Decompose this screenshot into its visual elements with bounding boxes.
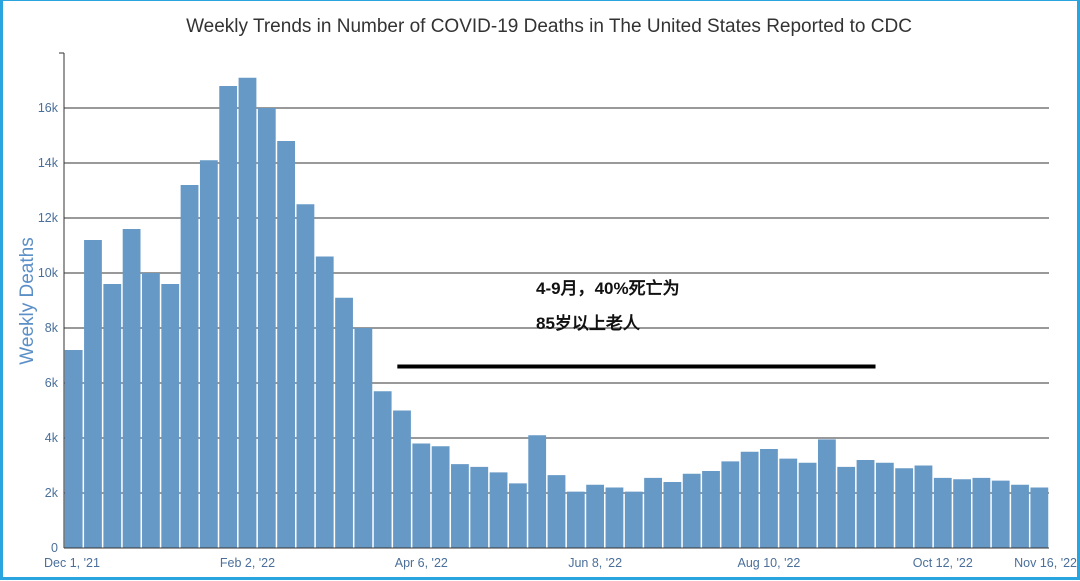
bar (895, 468, 914, 548)
x-tick-label: Dec 1, '21 (44, 556, 100, 570)
bar (219, 86, 238, 548)
bar (817, 439, 836, 548)
bar (122, 229, 141, 548)
y-tick-label: 8k (45, 321, 59, 335)
y-tick-label: 4k (45, 431, 59, 445)
bar (624, 491, 643, 548)
bar (605, 487, 624, 548)
annotation-line-2: 85岁以上老人 (536, 313, 641, 333)
bar (566, 491, 585, 548)
x-tick-label: Jun 8, '22 (568, 556, 622, 570)
bar (354, 328, 373, 548)
bar (508, 483, 527, 548)
bar (199, 160, 218, 548)
bar (180, 185, 199, 548)
annotation: 4-9月，40%死亡为 85岁以上老人 (397, 278, 876, 369)
bar (64, 350, 83, 548)
bar (682, 473, 701, 548)
x-tick-label: Feb 2, '22 (220, 556, 275, 570)
bar (991, 480, 1010, 548)
bar (335, 297, 353, 548)
bar (296, 204, 315, 548)
y-tick-label: 0 (51, 541, 58, 555)
bar (412, 443, 431, 548)
y-tick-label: 2k (45, 486, 59, 500)
bar (1011, 484, 1029, 548)
covid-deaths-chart: Weekly Trends in Number of COVID-19 Deat… (17, 16, 1077, 570)
bar (933, 477, 952, 548)
bar (721, 461, 740, 548)
bars (64, 77, 1049, 548)
bar (740, 451, 759, 548)
bar (315, 256, 334, 548)
bar (238, 77, 257, 548)
bar (875, 462, 894, 548)
x-tick-label: Oct 12, '22 (913, 556, 973, 570)
bar (798, 462, 817, 548)
bar (1030, 487, 1049, 548)
bar (953, 479, 971, 548)
bar (489, 472, 508, 548)
bar (702, 471, 720, 548)
x-tick-label: Nov 16, '22 (1014, 556, 1077, 570)
annotation-line-1: 4-9月，40%死亡为 (536, 278, 680, 298)
bar (373, 391, 392, 548)
bar (451, 464, 469, 548)
bar (103, 284, 122, 548)
bar (779, 458, 798, 548)
bar (161, 284, 180, 548)
bar (972, 477, 991, 548)
bar (431, 446, 450, 548)
axes: 0 2k 4k 6k 8k 10k 12k 14k 16k Dec 1, '21 Feb 2, '2… (38, 52, 1077, 570)
bar (393, 410, 411, 548)
x-tick-label: Aug 10, '22 (738, 556, 801, 570)
bar (257, 108, 276, 548)
y-tick-label: 6k (45, 376, 59, 390)
y-axis-label: Weekly Deaths (17, 237, 38, 364)
bar (84, 240, 102, 548)
bar (760, 449, 778, 548)
x-tick-label: Apr 6, '22 (395, 556, 448, 570)
chart-title: Weekly Trends in Number of COVID-19 Deat… (186, 16, 912, 37)
y-tick-label: 16k (38, 101, 59, 115)
y-tick-label: 10k (38, 266, 59, 280)
bar (470, 466, 489, 548)
y-tick-label: 12k (38, 211, 59, 225)
bar (663, 482, 682, 548)
bar (644, 477, 662, 548)
bar (586, 484, 605, 548)
bar (277, 141, 296, 548)
bar (914, 465, 933, 548)
bar (547, 475, 566, 548)
bar (856, 460, 875, 548)
y-tick-label: 14k (38, 156, 59, 170)
bar (837, 466, 856, 548)
bar (142, 273, 160, 548)
bar (528, 435, 547, 548)
